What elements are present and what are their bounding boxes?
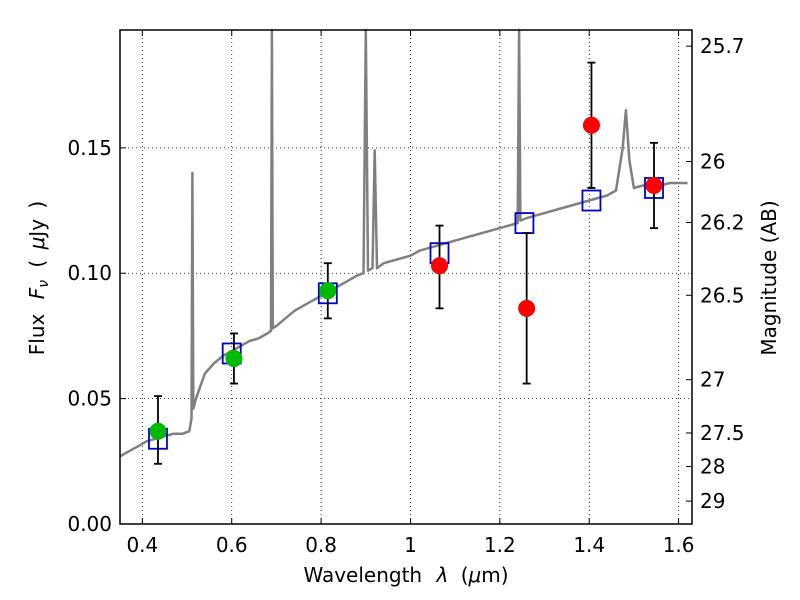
x-axis-label-unit-open: ( <box>461 563 469 587</box>
right-tick-label: 27.5 <box>700 421 745 445</box>
right-tick-label: 25.7 <box>700 34 745 58</box>
y-tick-label: 0.00 <box>67 512 112 536</box>
y-tick-label: 0.05 <box>67 387 112 411</box>
right-tick-label: 28 <box>700 455 725 479</box>
right-tick-label: 26.2 <box>700 211 745 235</box>
y-axis-label: Flux Fν ( μJy ) <box>25 201 53 355</box>
axis-ticks: 0.4 0.6 0.8 1 1.2 1.4 1.6 0.00 0.05 0.10 0.15 25.7 2… <box>67 30 745 557</box>
photometry-point <box>518 299 536 317</box>
y-axis-label-prefix: Flux <box>25 313 49 355</box>
x-tick-label: 0.8 <box>305 533 337 557</box>
right-tick-label: 26.5 <box>700 283 745 307</box>
x-tick-label: 0.4 <box>126 533 158 557</box>
photometry-points <box>149 116 663 440</box>
x-tick-label: 1 <box>404 533 417 557</box>
y-axis-label-unit-mu: μ <box>25 237 49 251</box>
spectrum-series-line <box>119 28 688 458</box>
photometry-point <box>225 349 243 367</box>
right-tick-label: 29 <box>700 489 725 513</box>
right-tick-label: 27 <box>700 368 725 392</box>
x-axis-label-unit-mu: μ <box>468 563 482 587</box>
y-axis-label-subscript: ν <box>36 280 52 288</box>
grid-lines <box>120 30 692 525</box>
x-tick-label: 1.4 <box>573 533 605 557</box>
y-axis-label-unit-rest: Jy <box>25 219 49 239</box>
y-axis-label-symbol: F <box>25 287 49 299</box>
x-tick-label: 0.6 <box>216 533 248 557</box>
x-axis-label: Wavelength λ (μm) <box>303 563 508 587</box>
x-tick-label: 1.2 <box>484 533 516 557</box>
y-axis-label-unit-open: ( <box>25 260 49 268</box>
right-axis-label: Magnitude (AB) <box>757 200 781 355</box>
right-tick-label: 26 <box>700 150 725 174</box>
y-tick-label: 0.10 <box>67 261 112 285</box>
photometry-point <box>582 116 600 134</box>
plot-frame <box>119 29 693 525</box>
y-axis-label-unit-close: ) <box>25 201 49 209</box>
model-square-point <box>581 189 602 212</box>
x-axis-label-unit-rest: m) <box>481 563 508 587</box>
y-tick-label: 0.15 <box>67 136 112 160</box>
model-squares <box>148 177 664 450</box>
photometry-point <box>149 422 167 440</box>
photometry-point <box>319 282 337 300</box>
photometry-point <box>645 176 663 194</box>
spectrum-line <box>119 28 688 458</box>
error-bars <box>153 61 659 465</box>
x-tick-label: 1.6 <box>663 533 695 557</box>
x-axis-label-symbol: λ <box>435 563 448 587</box>
photometry-point <box>431 257 449 275</box>
x-axis-label-prefix: Wavelength <box>303 563 422 587</box>
